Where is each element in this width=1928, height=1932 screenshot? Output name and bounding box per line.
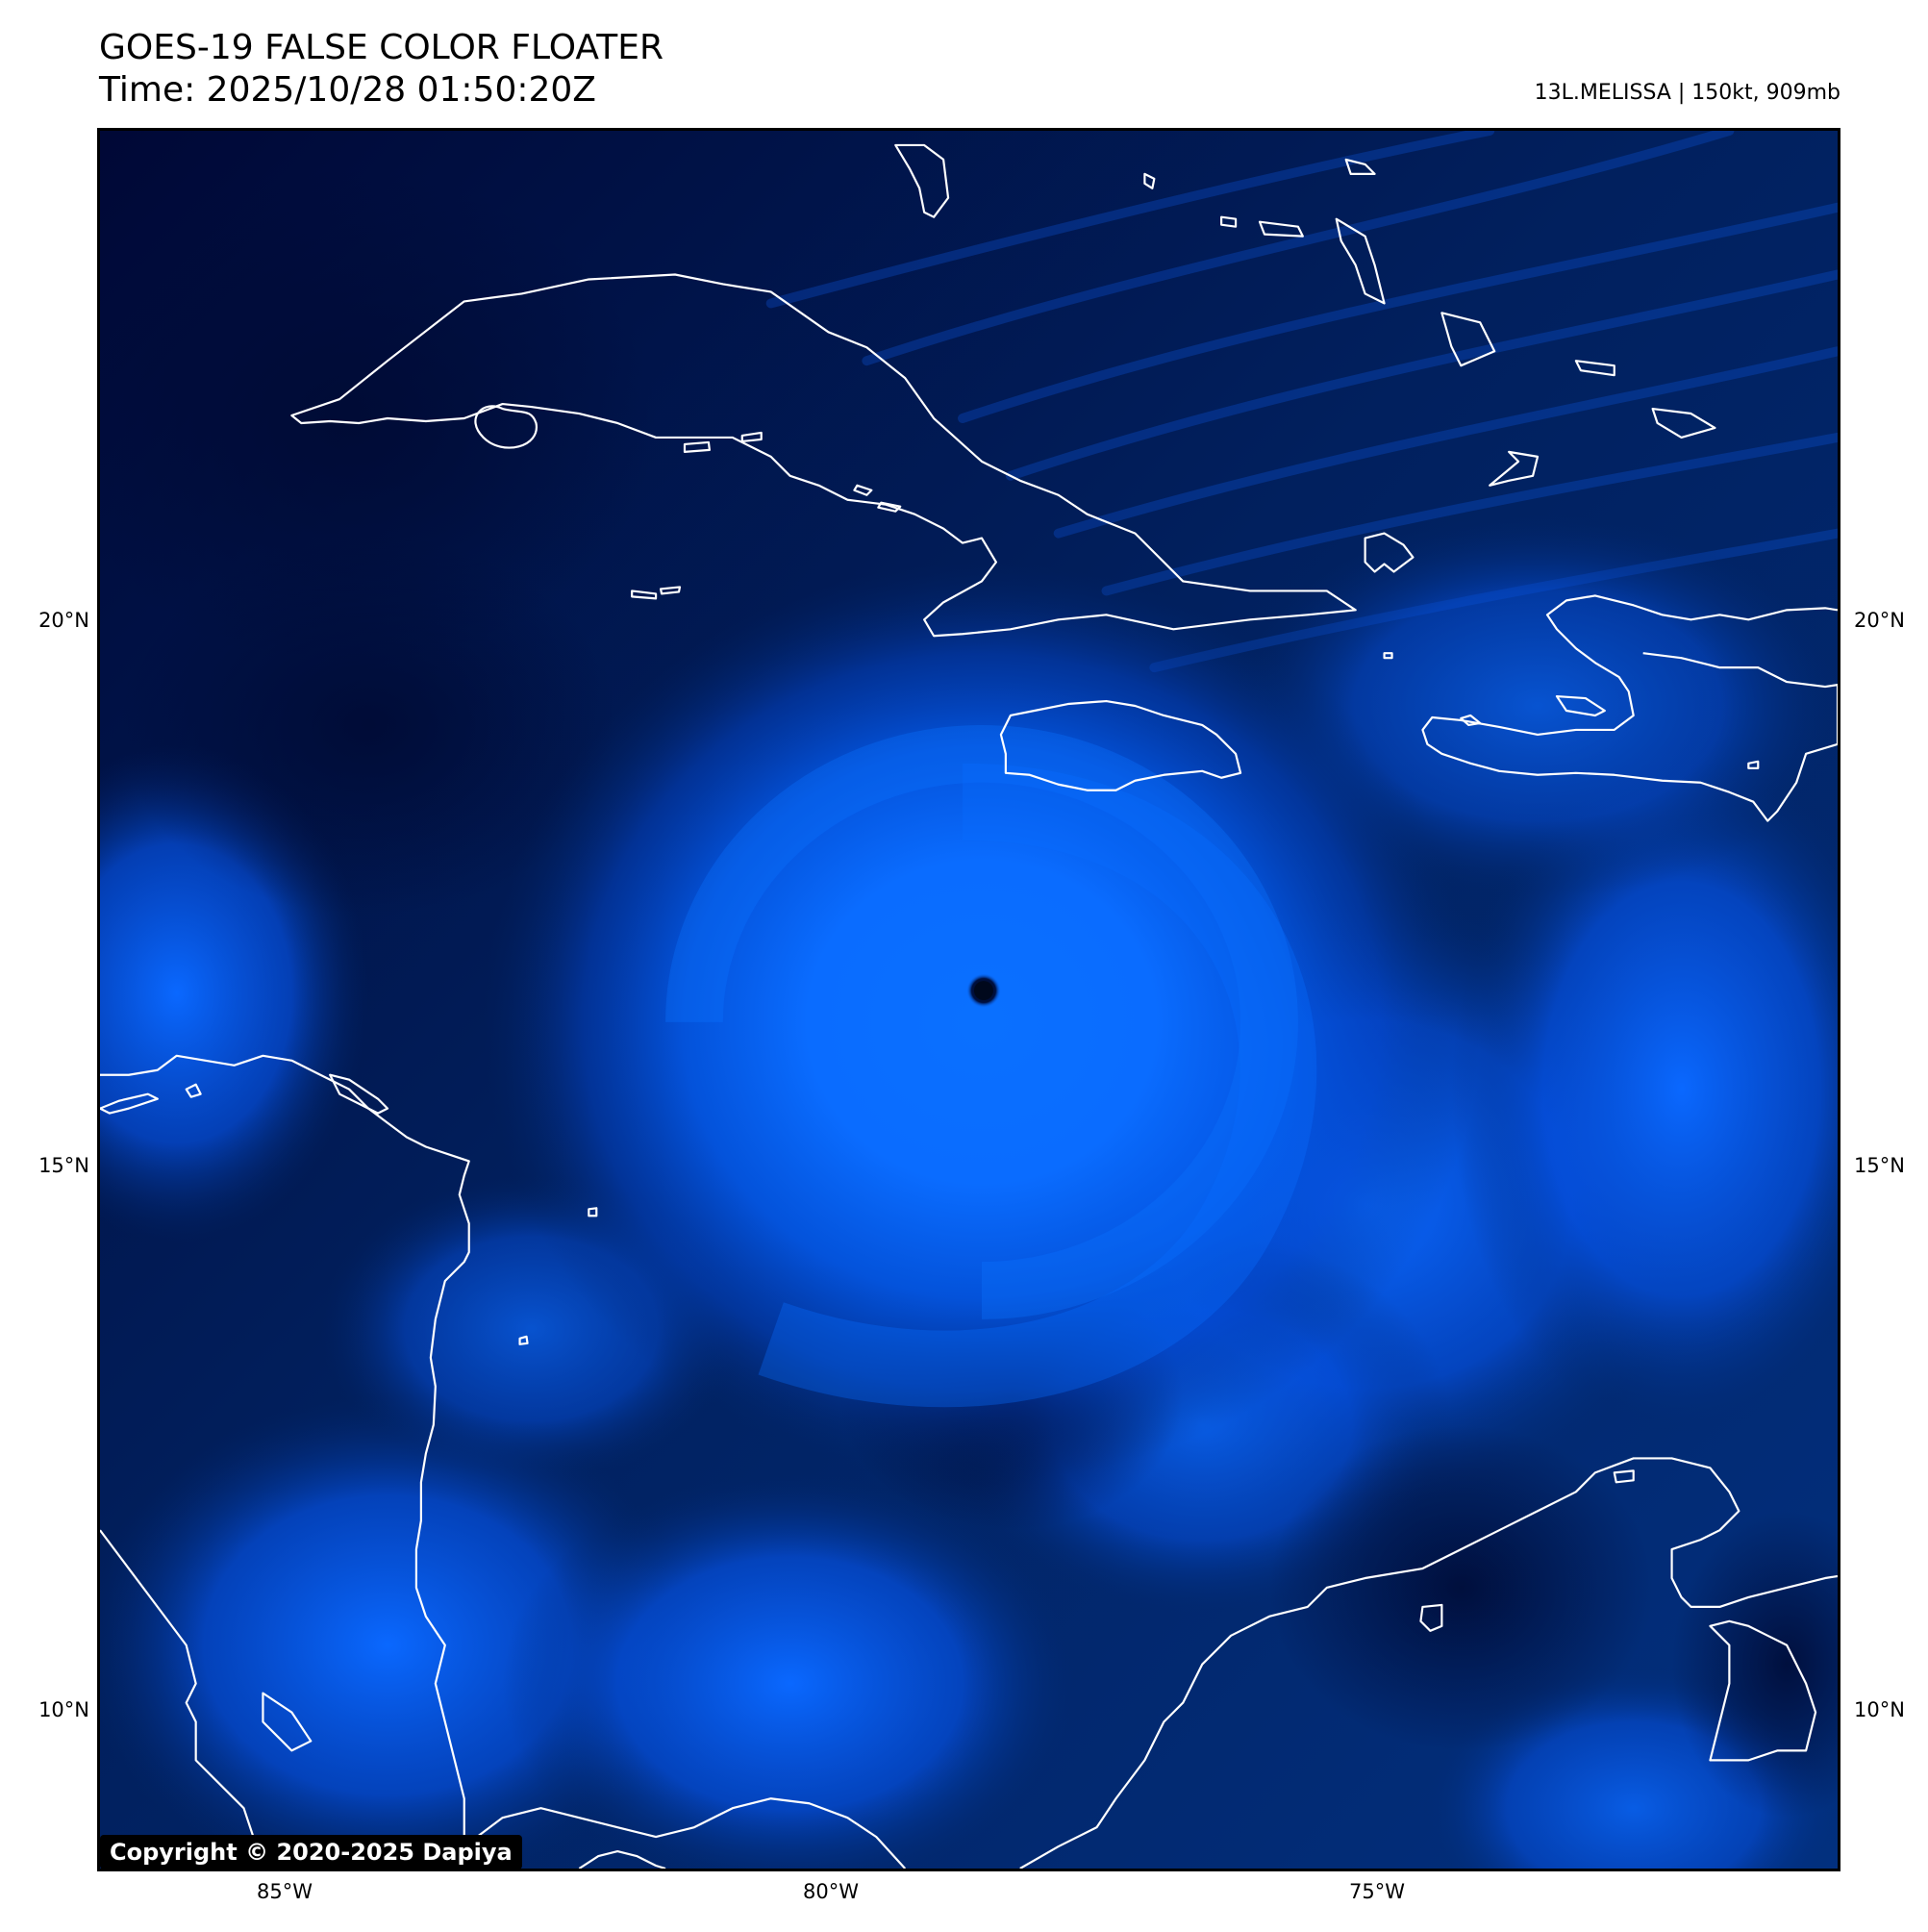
coastline-jamaica [999,699,1242,791]
cirrus-streaks [765,131,1838,673]
title-line-2: Time: 2025/10/28 01:50:20Z [99,70,596,110]
copyright-badge: Copyright © 2020-2025 Dapiya [100,1835,522,1869]
lat-label-15n-left: 15°N [38,1154,89,1177]
satellite-image [100,131,1838,1869]
coastline-cuba [290,273,1357,638]
storm-info: 13L.MELISSA | 150kt, 909mb [1534,81,1840,105]
coastline-florida [894,143,950,218]
coastline-hispaniola [1421,594,1838,822]
satellite-map [97,128,1840,1871]
title-line-1: GOES-19 FALSE COLOR FLOATER [99,28,664,67]
coastline-panama [463,1797,907,1869]
lat-label-10n-right: 10°N [1854,1698,1905,1721]
lon-label-75w: 75°W [1349,1880,1405,1903]
coastline-central-america [100,1054,470,1869]
lat-label-20n-right: 20°N [1854,609,1905,632]
lat-label-15n-right: 15°N [1854,1154,1905,1177]
lat-label-10n-left: 10°N [38,1698,89,1721]
lat-label-20n-left: 20°N [38,609,89,632]
lon-label-85w: 85°W [257,1880,313,1903]
hurricane-melissa [483,562,1481,1483]
chart-title: GOES-19 FALSE COLOR FLOATER Time: 2025/1… [99,27,664,112]
lon-label-80w: 80°W [803,1880,859,1903]
coastlines [100,143,1838,1869]
coastline-colombia [1019,1457,1838,1869]
